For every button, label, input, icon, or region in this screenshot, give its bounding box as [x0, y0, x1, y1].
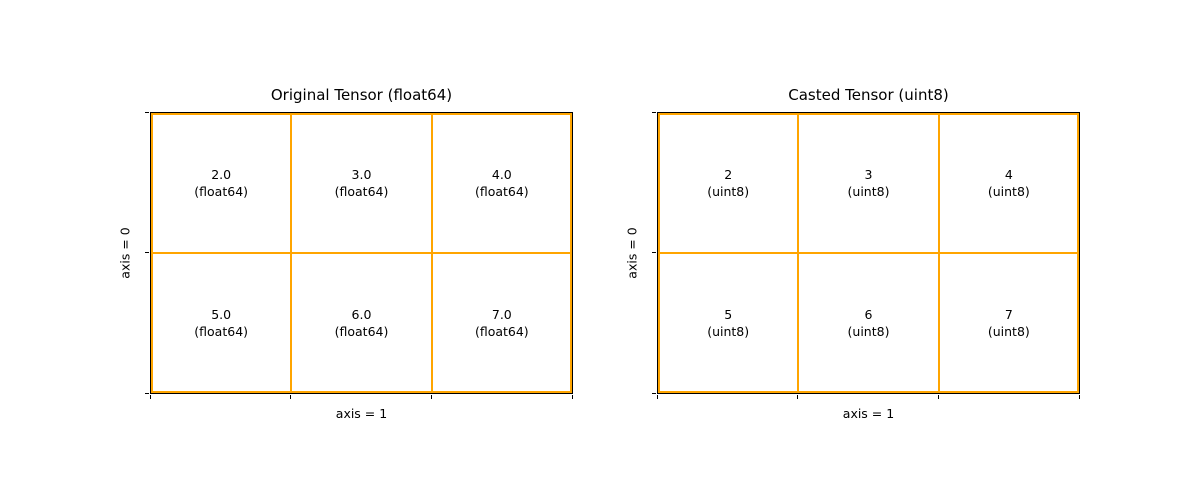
plot-title: Casted Tensor (uint8)	[788, 86, 949, 104]
cell-value: 5.0	[211, 307, 232, 322]
y-axis-label: axis = 0	[117, 227, 133, 279]
cell-dtype: (uint8)	[847, 184, 890, 199]
x-axis-tick	[937, 395, 939, 399]
x-axis-tick	[430, 395, 432, 399]
cell-dtype: (float64)	[334, 184, 389, 199]
tensor-cell: 4.0 (float64)	[432, 113, 572, 253]
tensor-cell: 3 (uint8)	[798, 113, 938, 253]
subplot-original-tensor: Original Tensor (float64) axis = 0 2.0 (…	[118, 0, 573, 500]
cell-grid: 2 (uint8) 3 (uint8) 4 (uint8) 5 (uint8) …	[658, 113, 1079, 393]
cell-value: 2.0	[211, 167, 232, 182]
cell-value: 6.0	[351, 307, 372, 322]
y-axis-label: axis = 0	[624, 227, 640, 279]
tensor-cell: 7 (uint8)	[939, 253, 1079, 393]
tensor-cell: 6 (uint8)	[798, 253, 938, 393]
cell-dtype: (uint8)	[987, 324, 1030, 339]
plot-title: Original Tensor (float64)	[270, 86, 453, 104]
cell-dtype: (float64)	[334, 324, 389, 339]
y-axis-tick	[145, 252, 149, 253]
cell-value: 3	[864, 167, 873, 182]
subplot-casted-tensor: Casted Tensor (uint8) axis = 0 2 (uint8)…	[625, 0, 1080, 500]
y-axis-tick	[145, 393, 149, 394]
x-axis-tick	[150, 395, 151, 399]
x-axis-tick	[1079, 395, 1080, 399]
cell-dtype: (float64)	[474, 184, 529, 199]
cell-dtype: (uint8)	[707, 324, 750, 339]
tensor-cell: 2 (uint8)	[658, 113, 798, 253]
x-axis-label: axis = 1	[335, 406, 388, 421]
cell-value: 5	[724, 307, 733, 322]
cell-dtype: (float64)	[474, 324, 529, 339]
y-axis-tick	[652, 112, 656, 113]
cell-value: 3.0	[351, 167, 372, 182]
plot-area: 2.0 (float64) 3.0 (float64) 4.0 (float64…	[145, 112, 573, 399]
y-axis-tick	[145, 112, 149, 113]
cell-dtype: (uint8)	[987, 184, 1030, 199]
cell-grid: 2.0 (float64) 3.0 (float64) 4.0 (float64…	[151, 113, 572, 393]
cell-dtype: (float64)	[194, 324, 249, 339]
tensor-cell: 6.0 (float64)	[291, 253, 431, 393]
cell-value: 6	[864, 307, 873, 322]
tensor-cell: 2.0 (float64)	[151, 113, 291, 253]
cell-value: 7	[1004, 307, 1013, 322]
cell-value: 2	[724, 167, 733, 182]
tensor-cell: 4 (uint8)	[939, 113, 1079, 253]
tensor-cell: 3.0 (float64)	[291, 113, 431, 253]
plot-area: 2 (uint8) 3 (uint8) 4 (uint8) 5 (uint8) …	[652, 112, 1080, 399]
tensor-cell: 7.0 (float64)	[432, 253, 572, 393]
x-axis-tick	[290, 395, 292, 399]
cell-value: 7.0	[491, 307, 512, 322]
cell-dtype: (float64)	[194, 184, 249, 199]
y-axis-tick	[652, 393, 656, 394]
x-axis-tick	[657, 395, 658, 399]
x-axis-tick	[572, 395, 573, 399]
tensor-cell: 5.0 (float64)	[151, 253, 291, 393]
cell-dtype: (uint8)	[707, 184, 750, 199]
tensor-cell: 5 (uint8)	[658, 253, 798, 393]
x-axis-tick	[797, 395, 799, 399]
cell-dtype: (uint8)	[847, 324, 890, 339]
y-axis-tick	[652, 252, 656, 253]
cell-value: 4.0	[491, 167, 512, 182]
cell-value: 4	[1004, 167, 1013, 182]
x-axis-label: axis = 1	[842, 406, 895, 421]
